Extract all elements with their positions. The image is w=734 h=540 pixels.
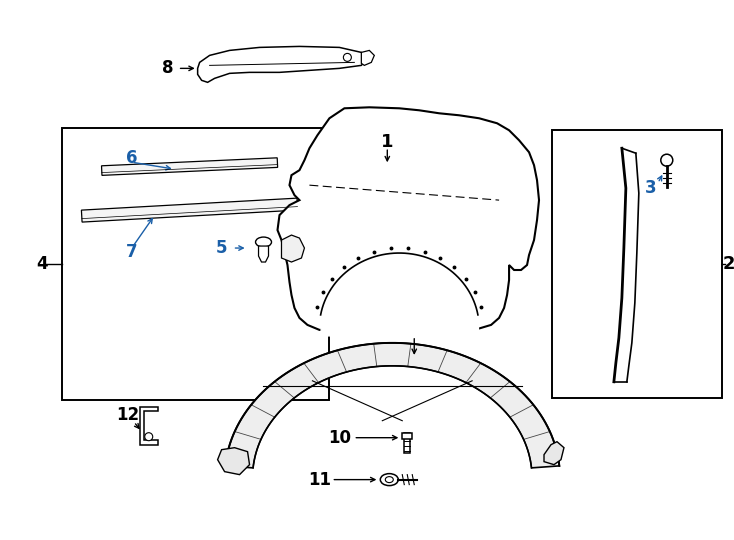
Polygon shape [197, 46, 367, 82]
Text: 9: 9 [408, 321, 421, 339]
Polygon shape [101, 158, 277, 176]
Text: 6: 6 [126, 149, 137, 167]
Polygon shape [81, 198, 298, 222]
Circle shape [661, 154, 673, 166]
Ellipse shape [380, 474, 399, 485]
Text: 12: 12 [116, 406, 139, 424]
Text: 4: 4 [36, 255, 48, 273]
Text: 5: 5 [216, 239, 228, 257]
Text: 8: 8 [162, 59, 173, 77]
Circle shape [344, 53, 352, 62]
Polygon shape [277, 107, 539, 330]
Bar [404, 433, 410, 453]
Ellipse shape [385, 477, 393, 483]
Polygon shape [544, 442, 564, 464]
Text: 2: 2 [722, 255, 734, 273]
Bar [62, 129, 330, 400]
Polygon shape [361, 50, 374, 65]
Polygon shape [139, 407, 158, 444]
Bar [402, 433, 413, 438]
Text: 1: 1 [381, 133, 393, 151]
Polygon shape [217, 448, 250, 475]
Circle shape [145, 433, 153, 441]
Polygon shape [258, 246, 269, 262]
Text: 7: 7 [126, 243, 137, 261]
Text: 3: 3 [645, 179, 657, 197]
Ellipse shape [255, 237, 272, 247]
Text: 11: 11 [308, 471, 331, 489]
Bar [552, 130, 722, 398]
Text: 10: 10 [328, 429, 351, 447]
Polygon shape [281, 235, 305, 262]
Polygon shape [225, 343, 559, 468]
